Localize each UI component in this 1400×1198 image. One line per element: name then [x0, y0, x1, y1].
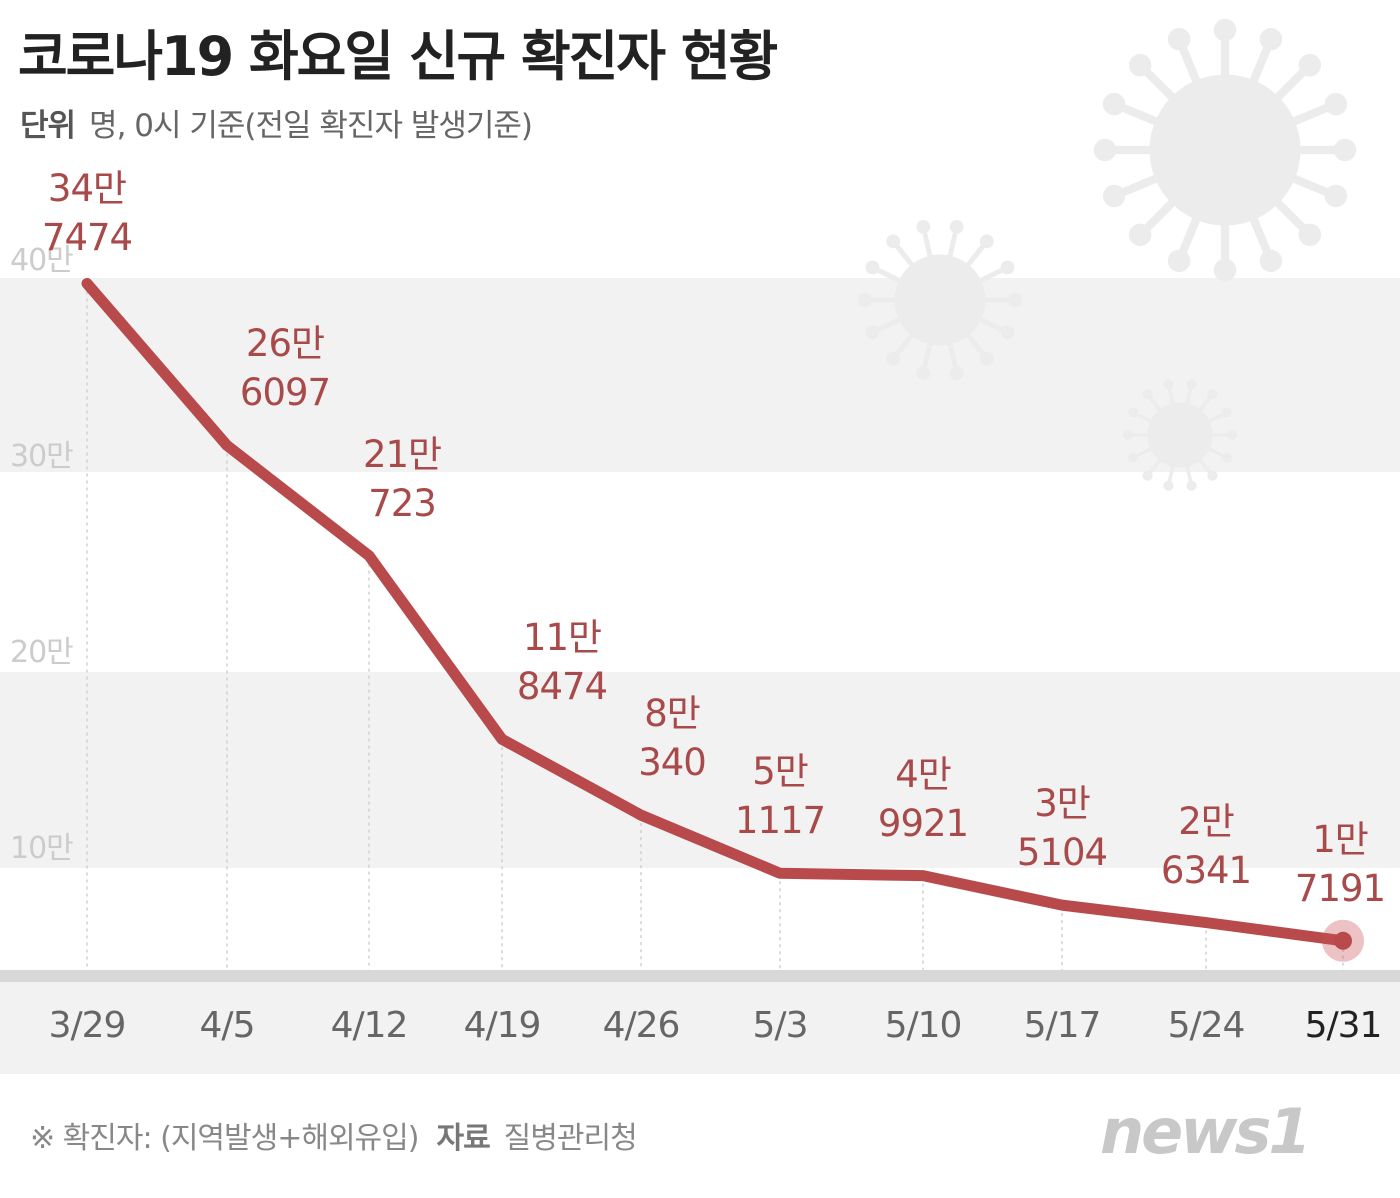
virus-icon — [858, 18, 1357, 491]
data-label-line: 8만 — [644, 692, 701, 736]
data-label: 5만 1117 — [734, 747, 826, 845]
data-point — [918, 870, 928, 881]
data-label-line: 7191 — [1294, 866, 1386, 910]
data-label-line: 34만 — [47, 166, 127, 210]
data-label: 4만 9921 — [877, 750, 969, 848]
data-label-line: 340 — [638, 741, 707, 785]
x-tick-label: 5/10 — [884, 1005, 963, 1046]
news1-logo: news1 — [1100, 1095, 1312, 1168]
data-point — [775, 868, 785, 879]
x-tick-label: 4/19 — [463, 1005, 542, 1046]
data-label-line: 1만 — [1312, 817, 1369, 861]
data-label: 8만 340 — [638, 689, 707, 787]
data-point — [1201, 917, 1211, 928]
x-tick-label: 5/24 — [1167, 1005, 1246, 1046]
data-label-line: 6097 — [239, 371, 331, 415]
data-label-line: 8474 — [516, 665, 608, 709]
data-label: 26만 6097 — [239, 319, 331, 417]
y-tick-label: 30만 — [10, 439, 74, 474]
data-label-line: 5만 — [752, 750, 809, 794]
data-label-line: 2만 — [1178, 799, 1235, 843]
line-chart — [81, 278, 1364, 970]
data-label: 2만 6341 — [1160, 797, 1252, 895]
data-label-line: 1117 — [734, 799, 826, 843]
data-label-line: 6341 — [1160, 848, 1252, 892]
x-axis-band — [0, 982, 1400, 1074]
chart-subtitle: 단위 명, 0시 기준(전일 확진자 발생기준) — [20, 100, 533, 145]
data-point — [1057, 900, 1067, 911]
data-label-line: 26만 — [245, 322, 325, 366]
data-point — [82, 278, 92, 289]
source-label: 자료 — [436, 1121, 490, 1156]
data-label: 34만 7474 — [41, 164, 133, 262]
data-label-line: 723 — [368, 481, 437, 525]
data-label: 11만 8474 — [516, 613, 608, 711]
data-point — [222, 440, 232, 451]
source-name: 질병관리청 — [503, 1121, 638, 1156]
series-line — [81, 278, 1349, 947]
data-point — [364, 550, 374, 561]
x-tick-label: 5/3 — [752, 1005, 809, 1046]
data-point — [636, 810, 646, 821]
data-point — [1334, 931, 1352, 950]
x-tick-label: 4/5 — [199, 1005, 256, 1046]
data-label: 1만 7191 — [1294, 815, 1386, 913]
data-point — [497, 734, 507, 745]
data-label: 3만 5104 — [1016, 779, 1108, 877]
data-label-line: 9921 — [877, 801, 969, 845]
x-tick-label: 4/26 — [602, 1005, 681, 1046]
data-label-line: 21만 — [362, 432, 442, 476]
data-label-line: 5104 — [1016, 831, 1108, 875]
x-tick-label: 5/17 — [1023, 1005, 1102, 1046]
x-tick-label: 3/29 — [48, 1005, 127, 1046]
data-label-line: 4만 — [895, 752, 952, 796]
virus-decorations — [858, 18, 1357, 491]
x-axis-line — [0, 970, 1400, 982]
footer: ※ 확진자: (지역발생+해외유입) 자료 질병관리청 — [30, 1113, 638, 1157]
y-tick-label: 10만 — [10, 831, 74, 866]
unit-label: 단위 — [20, 108, 76, 144]
y-tick-label: 20만 — [10, 635, 74, 670]
data-label: 21만 723 — [362, 430, 442, 528]
data-label-line: 11만 — [522, 616, 602, 660]
y-tick-label: 40만 — [10, 243, 74, 278]
chart-title: 코로나19 화요일 신규 확진자 현황 — [18, 25, 778, 88]
data-label-line: 3만 — [1034, 782, 1091, 826]
x-tick-label: 4/12 — [330, 1005, 409, 1046]
footer-note: ※ 확진자: (지역발생+해외유입) — [30, 1121, 419, 1156]
x-tick-label: 5/31 — [1304, 1005, 1383, 1046]
data-label-line: 7474 — [41, 215, 133, 259]
unit-text: 명, 0시 기준(전일 확진자 발생기준) — [89, 108, 533, 144]
